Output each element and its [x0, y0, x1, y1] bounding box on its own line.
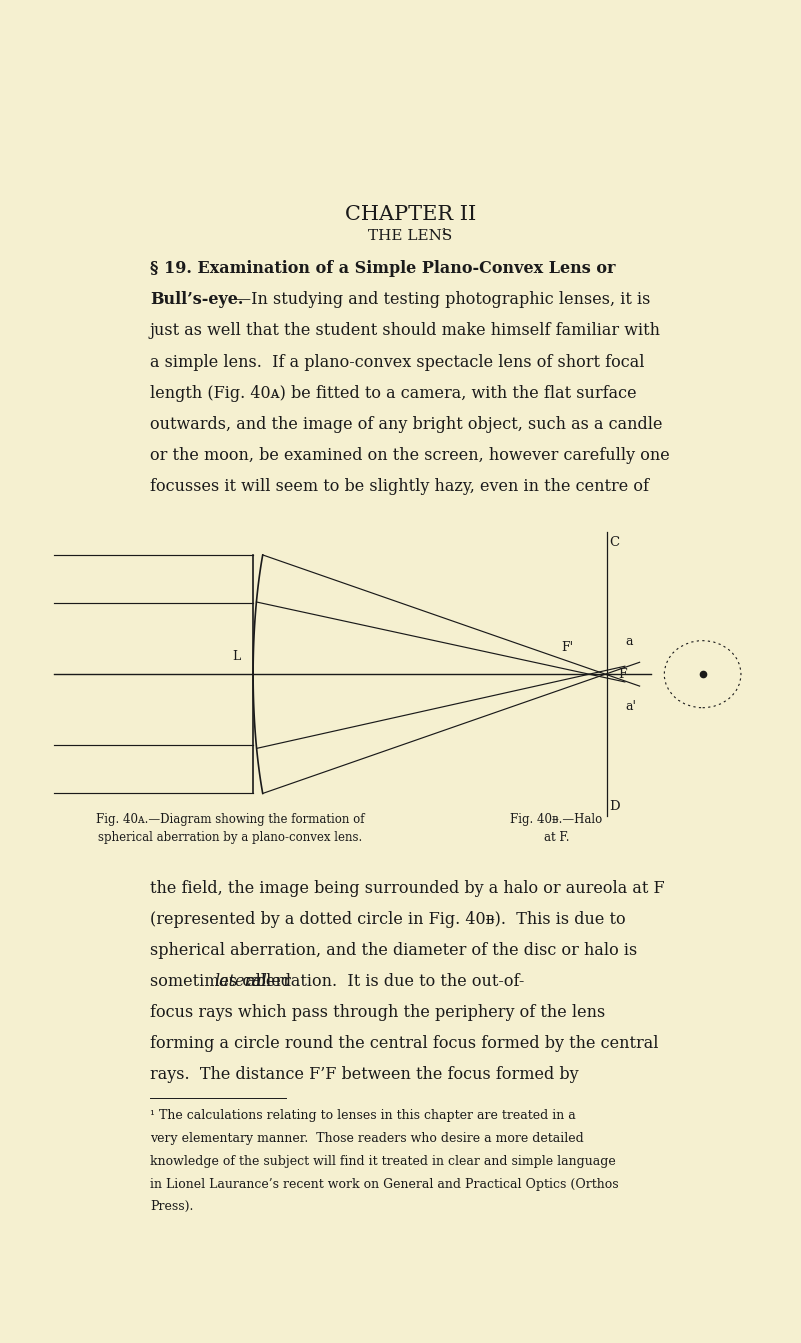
Text: spherical aberration by a plano-convex lens.: spherical aberration by a plano-convex l…: [99, 831, 363, 845]
Text: a simple lens.  If a plano-convex spectacle lens of short focal: a simple lens. If a plano-convex spectac…: [150, 353, 644, 371]
Text: knowledge of the subject will find it treated in clear and simple language: knowledge of the subject will find it tr…: [150, 1155, 615, 1168]
Text: just as well that the student should make himself familiar with: just as well that the student should mak…: [150, 322, 661, 340]
Text: a: a: [626, 635, 633, 649]
Text: at F.: at F.: [544, 831, 570, 845]
Text: the field, the image being surrounded by a halo or aureola at F: the field, the image being surrounded by…: [150, 880, 664, 897]
Text: D: D: [609, 800, 619, 813]
Text: spherical aberration, and the diameter of the disc or halo is: spherical aberration, and the diameter o…: [150, 941, 637, 959]
Text: Fig. 40ᴀ.—Diagram showing the formation of: Fig. 40ᴀ.—Diagram showing the formation …: [96, 813, 364, 826]
Text: rays.  The distance F’F between the focus formed by: rays. The distance F’F between the focus…: [150, 1066, 578, 1082]
Text: focus rays which pass through the periphery of the lens: focus rays which pass through the periph…: [150, 1005, 605, 1021]
Text: F': F': [562, 641, 574, 654]
Text: L: L: [233, 650, 241, 662]
Text: —In studying and testing photographic lenses, it is: —In studying and testing photographic le…: [235, 291, 651, 309]
Text: in Lionel Laurance’s recent work on General and Practical Optics (Orthos: in Lionel Laurance’s recent work on Gene…: [150, 1178, 618, 1191]
Text: outwards, and the image of any bright object, such as a candle: outwards, and the image of any bright ob…: [150, 415, 662, 432]
Text: Bull’s-eye.: Bull’s-eye.: [150, 291, 244, 309]
Text: a': a': [626, 700, 636, 713]
Text: lateral: lateral: [215, 972, 268, 990]
Text: Press).: Press).: [150, 1201, 193, 1214]
Text: 1: 1: [441, 228, 447, 238]
Text: or the moon, be examined on the screen, however carefully one: or the moon, be examined on the screen, …: [150, 447, 670, 463]
Text: C: C: [609, 536, 619, 548]
Text: aberration.  It is due to the out-of-: aberration. It is due to the out-of-: [241, 972, 525, 990]
Text: Fig. 40ᴃ.—Halo: Fig. 40ᴃ.—Halo: [510, 813, 602, 826]
Text: (represented by a dotted circle in Fig. 40ᴃ).  This is due to: (represented by a dotted circle in Fig. …: [150, 911, 626, 928]
Text: very elementary manner.  Those readers who desire a more detailed: very elementary manner. Those readers wh…: [150, 1132, 584, 1146]
Text: § 19. Examination of a Simple Plano-Convex Lens or: § 19. Examination of a Simple Plano-Conv…: [150, 261, 615, 278]
Text: F: F: [618, 667, 627, 681]
Text: sometimes called: sometimes called: [150, 972, 296, 990]
Text: THE LENS: THE LENS: [368, 230, 453, 243]
Text: forming a circle round the central focus formed by the central: forming a circle round the central focus…: [150, 1035, 658, 1052]
Text: ¹ The calculations relating to lenses in this chapter are treated in a: ¹ The calculations relating to lenses in…: [150, 1109, 576, 1123]
Text: CHAPTER II: CHAPTER II: [345, 204, 476, 223]
Text: focusses it will seem to be slightly hazy, even in the centre of: focusses it will seem to be slightly haz…: [150, 478, 649, 494]
Text: length (Fig. 40ᴀ) be fitted to a camera, with the flat surface: length (Fig. 40ᴀ) be fitted to a camera,…: [150, 384, 637, 402]
